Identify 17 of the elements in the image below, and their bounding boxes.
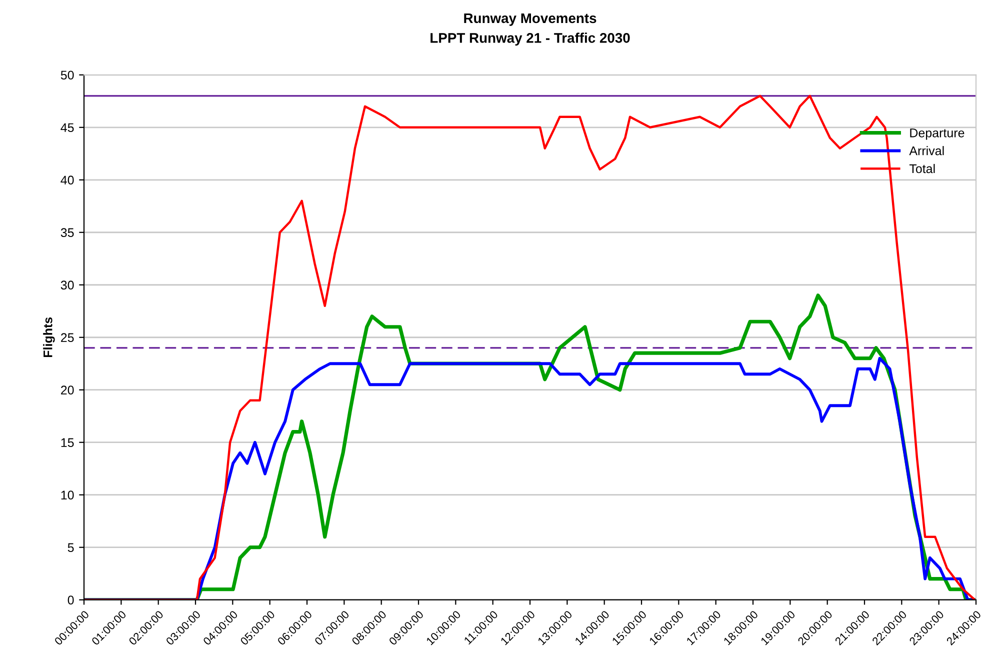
legend-label: Departure [910,128,964,140]
chart-title: Runway Movements [464,13,596,26]
y-tick-label: 40 [60,176,74,185]
y-tick-label: 20 [61,386,74,395]
y-tick-label: 0 [68,596,74,604]
y-tick-label: 15 [61,438,74,448]
chart-subtitle: LPPT Runway 21 - Traffic 2030 [430,32,630,46]
y-tick-label: 30 [60,280,74,290]
y-tick-label: 25 [61,333,74,342]
legend-label: Arrival [909,146,944,156]
y-axis-title: Flights [43,317,55,358]
y-tick-label: 45 [60,123,74,132]
y-tick-label: 50 [60,70,74,80]
y-tick-label: 35 [60,228,74,238]
y-tick-label: 5 [68,543,74,552]
y-tick-label: 10 [61,490,74,500]
legend-label: Total [909,164,935,174]
